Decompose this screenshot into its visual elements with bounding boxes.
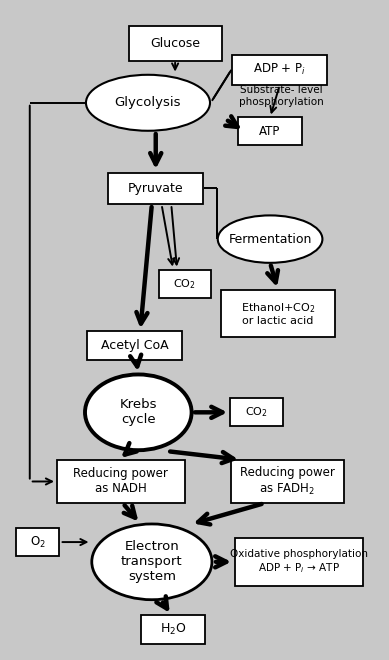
FancyBboxPatch shape <box>159 270 211 298</box>
Ellipse shape <box>86 75 210 131</box>
FancyBboxPatch shape <box>129 26 222 61</box>
FancyBboxPatch shape <box>221 290 335 337</box>
Text: Substrate- level
phosphorylation: Substrate- level phosphorylation <box>239 85 324 107</box>
Text: Krebs
cycle: Krebs cycle <box>119 399 157 426</box>
FancyBboxPatch shape <box>235 538 363 585</box>
Text: Glucose: Glucose <box>150 37 200 50</box>
FancyBboxPatch shape <box>231 460 344 503</box>
Text: Ethanol+CO$_2$
or lactic acid: Ethanol+CO$_2$ or lactic acid <box>241 301 315 326</box>
Text: Pyruvate: Pyruvate <box>128 182 184 195</box>
Text: ATP: ATP <box>259 125 281 137</box>
Text: CO$_2$: CO$_2$ <box>173 277 196 291</box>
Text: Acetyl CoA: Acetyl CoA <box>101 339 168 352</box>
Text: Reducing power
as FADH$_2$: Reducing power as FADH$_2$ <box>240 467 335 496</box>
Text: Reducing power
as NADH: Reducing power as NADH <box>74 467 168 496</box>
Text: Electron
transport
system: Electron transport system <box>121 541 183 583</box>
Text: Fermentation: Fermentation <box>228 232 312 246</box>
FancyBboxPatch shape <box>230 399 283 426</box>
Text: Oxidative phosphorylation
ADP + P$_i$ → ATP: Oxidative phosphorylation ADP + P$_i$ → … <box>230 549 368 575</box>
Ellipse shape <box>92 524 212 600</box>
FancyBboxPatch shape <box>141 615 205 644</box>
FancyBboxPatch shape <box>16 528 59 556</box>
FancyBboxPatch shape <box>57 460 185 503</box>
Text: ADP + P$_i$: ADP + P$_i$ <box>253 62 306 77</box>
Ellipse shape <box>218 215 322 263</box>
FancyBboxPatch shape <box>108 173 203 204</box>
FancyBboxPatch shape <box>87 331 182 360</box>
FancyBboxPatch shape <box>232 55 327 84</box>
Text: Glycolysis: Glycolysis <box>115 96 181 110</box>
Text: H$_2$O: H$_2$O <box>160 622 186 637</box>
FancyBboxPatch shape <box>238 117 302 145</box>
Text: O$_2$: O$_2$ <box>30 535 46 550</box>
Text: CO$_2$: CO$_2$ <box>245 405 268 419</box>
Ellipse shape <box>85 374 192 450</box>
